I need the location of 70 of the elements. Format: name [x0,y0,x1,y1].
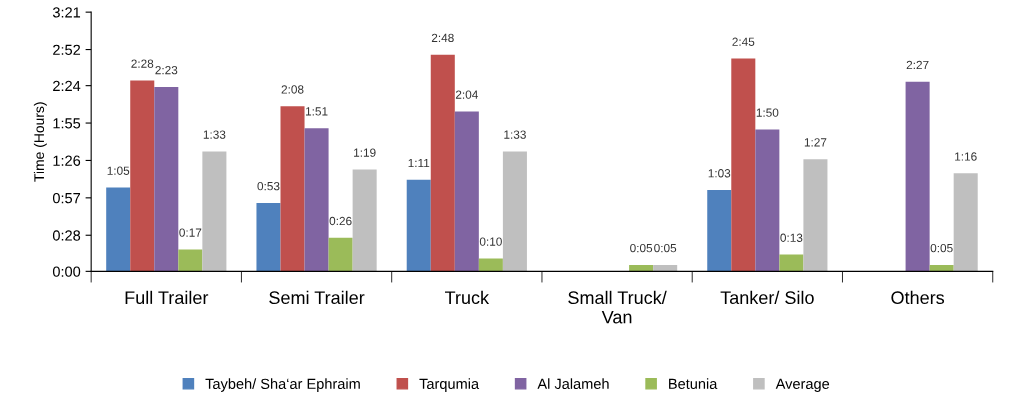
x-tick-label: Semi Trailer [269,290,365,305]
data-label: 1:33 [203,130,226,139]
y-tick-label: 0:57 [52,192,81,204]
data-label: 1:16 [955,152,977,161]
legend-label: Al Jalameh [537,378,609,389]
bar [304,128,329,272]
y-tick-label: 3:21 [52,7,81,18]
bar [352,169,377,272]
bar [905,81,930,272]
data-label: 1:33 [504,130,526,139]
legend-label: Taybeh/ Sha‘ar Ephraim [205,378,360,392]
legend-label: Betunia [669,378,718,389]
data-label: 2:27 [906,60,929,70]
y-tick-label: 1:26 [53,155,81,166]
data-label: 0:53 [257,181,280,191]
y-tick-label: 2:24 [53,80,81,91]
legend-label: Tarqumia [419,378,480,392]
bar [779,254,804,272]
data-label: 1:27 [804,138,827,147]
bar [629,264,654,272]
data-label: 0:13 [780,233,803,242]
y-tick-label: 2:52 [53,44,81,55]
data-label: 2:08 [281,85,304,94]
data-label: 0:05 [930,243,953,253]
y-axis-title: Time (Hours) [33,102,47,182]
y-tick-label: 1:55 [53,118,81,129]
data-label: 1:50 [756,108,779,117]
data-label: 0:05 [630,243,653,253]
x-tick-label: Tanker/ Silo [720,290,814,305]
bar [502,151,527,272]
bar [707,190,732,272]
x-tick-label: Full Trailer [125,290,209,305]
bar [454,111,479,272]
data-label: 1:19 [354,148,376,157]
data-label: 1:11 [408,158,430,168]
bar [328,237,353,272]
data-label: 0:17 [179,228,202,237]
bar [202,151,227,272]
data-label: 2:23 [155,65,178,75]
data-label: 2:48 [431,33,454,43]
bar [406,179,431,272]
data-label: 2:45 [732,37,755,46]
data-label: 1:03 [708,169,731,178]
data-label: 0:10 [479,237,502,246]
bar [929,264,954,272]
data-label: 0:05 [654,243,677,253]
y-tick-label: 0:28 [52,230,81,241]
bar [653,264,678,272]
bar [953,173,978,272]
legend-label: Average [775,378,830,392]
bar [755,129,780,272]
bar [478,258,503,272]
x-tick-label: Others [891,290,945,305]
data-label: 0:26 [329,216,352,226]
bar [731,58,756,272]
bar [280,106,305,272]
data-label: 1:05 [107,166,130,175]
y-tick-label: 0:00 [52,266,81,277]
x-tick-label: Small Truck/ Van [568,290,667,324]
bar [430,54,455,272]
bar [106,187,131,272]
bar [154,86,179,272]
bar [256,203,281,272]
data-label: 2:04 [455,90,478,99]
bar [178,249,203,272]
bar [130,80,155,272]
data-label: 1:51 [305,107,328,116]
x-tick-label: Truck [445,290,490,305]
bar [803,159,828,272]
data-label: 2:28 [131,59,154,68]
